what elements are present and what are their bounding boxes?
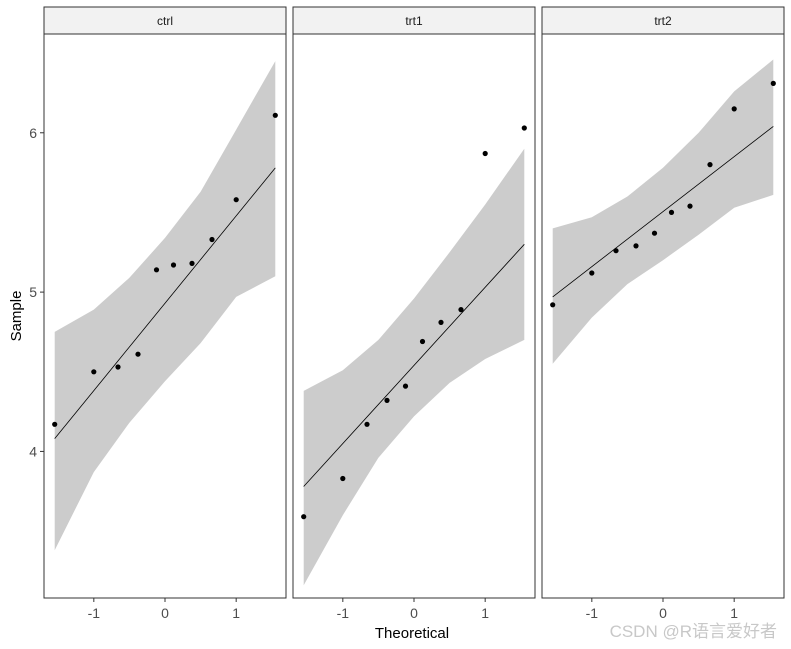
data-point (613, 248, 619, 254)
qq-reference-line (552, 126, 774, 298)
data-point (364, 421, 370, 427)
x-tick-label: 0 (659, 605, 667, 621)
data-point (419, 338, 426, 345)
data-point (438, 319, 444, 325)
facet-strip-label: ctrl (157, 14, 173, 28)
y-tick-label: 5 (29, 284, 37, 300)
data-point (170, 262, 177, 268)
qq-reference-line (54, 167, 276, 439)
x-axis-title: Theoretical (375, 625, 449, 642)
data-point (589, 270, 595, 276)
facet-strip (292, 6, 536, 35)
data-point (384, 397, 390, 403)
x-tick-label: 1 (481, 605, 489, 621)
data-point (668, 209, 675, 215)
data-point (189, 260, 195, 266)
x-tick-label: 0 (161, 605, 169, 621)
data-point (458, 307, 464, 313)
data-point (521, 125, 527, 131)
facet-panels: ctrl -1 0 1 trt1 -1 0 1 trt2 -1 0 1 (43, 6, 785, 621)
data-point (115, 364, 121, 370)
x-tick-label: 1 (232, 605, 240, 621)
data-point (272, 112, 278, 118)
data-point (402, 383, 409, 389)
confidence-band (54, 61, 276, 551)
y-axis-title: Sample (8, 291, 25, 342)
data-point (687, 203, 693, 209)
facet-strip (43, 6, 287, 35)
data-point (731, 106, 737, 112)
x-tick-label: 0 (410, 605, 418, 621)
x-tick-label: -1 (88, 605, 101, 621)
data-point (651, 230, 658, 236)
data-point (707, 162, 713, 168)
panel-trt2: trt2 -1 0 1 (541, 6, 785, 621)
data-point (550, 302, 556, 308)
qq-reference-line (303, 244, 525, 487)
y-axis: 4 5 6 (29, 125, 44, 459)
panel-trt1: trt1 -1 0 1 (292, 6, 536, 621)
data-point (233, 197, 239, 203)
facet-strip-label: trt1 (405, 14, 423, 28)
data-point (340, 475, 346, 482)
facet-strip (541, 6, 785, 35)
data-point (135, 351, 141, 357)
data-point (209, 236, 215, 243)
x-tick-label: 1 (730, 605, 738, 621)
watermark: CSDN @R语言爱好者 (610, 622, 777, 641)
panel-ctrl: ctrl -1 0 1 (43, 6, 287, 621)
data-point (633, 243, 639, 249)
confidence-band (303, 148, 525, 586)
data-point (153, 267, 160, 273)
data-point (91, 369, 97, 375)
y-tick-label: 6 (29, 125, 37, 141)
x-tick-label: -1 (586, 605, 599, 621)
data-point (301, 514, 307, 520)
facet-strip-label: trt2 (654, 14, 672, 28)
y-tick-label: 4 (29, 443, 37, 459)
data-point (770, 80, 776, 86)
x-tick-label: -1 (337, 605, 350, 621)
data-point (52, 421, 58, 427)
data-point (482, 150, 488, 157)
